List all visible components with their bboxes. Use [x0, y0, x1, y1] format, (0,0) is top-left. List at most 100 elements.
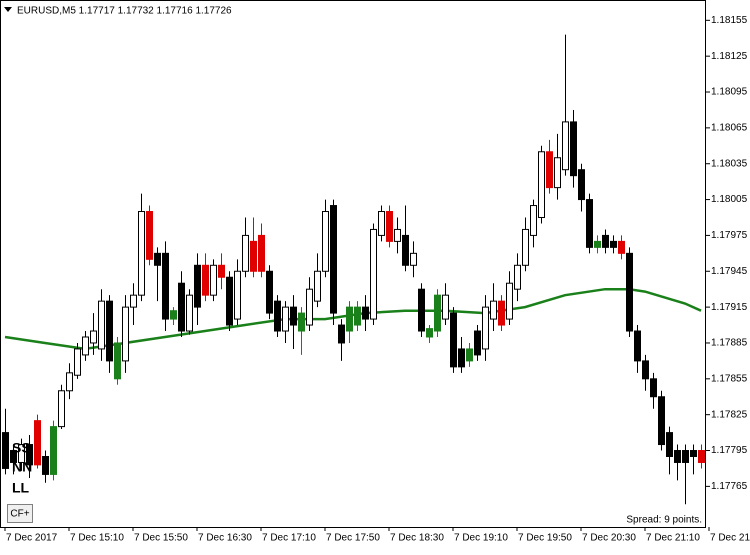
moving-average	[4, 287, 702, 351]
y-tick-label: 1.18155	[711, 15, 748, 26]
cf-button[interactable]: CF+	[7, 504, 33, 523]
candle-body	[90, 330, 97, 344]
candle-body	[202, 264, 209, 296]
candle-body	[298, 312, 305, 332]
candle-body	[10, 450, 17, 463]
candle-body	[514, 264, 521, 290]
x-tick-label: 7 Dec 16:30	[198, 533, 252, 544]
x-tick-label: 7 Dec 20:30	[582, 533, 636, 544]
x-tick-label: 7 Dec 15:10	[70, 533, 124, 544]
candle-body	[570, 121, 577, 177]
candle-body	[106, 300, 113, 362]
x-tick-label: 7 Dec 19:50	[518, 533, 572, 544]
candle-body	[490, 300, 497, 320]
x-tick-label: 7 Dec 15:50	[134, 533, 188, 544]
y-tick-label: 1.17765	[711, 481, 748, 492]
x-tick-label: 7 Dec 2017	[6, 533, 58, 544]
candle-body	[346, 306, 353, 332]
candle-body	[98, 300, 105, 350]
candle-body	[410, 252, 417, 266]
candle-body	[626, 252, 633, 332]
candle-body	[114, 342, 121, 380]
candle-body	[666, 432, 673, 457]
candle-body	[42, 455, 49, 475]
y-tick-label: 1.17915	[711, 302, 748, 313]
candle-body	[450, 312, 457, 368]
marker: NN	[12, 459, 32, 475]
spread: Spread: 9 points.	[626, 515, 702, 526]
candle-body	[18, 444, 25, 463]
x-tick-label: 7 Dec 21:10	[646, 533, 700, 544]
candle-body	[146, 211, 153, 260]
candle-body	[290, 306, 297, 326]
candle-body	[442, 294, 449, 320]
candle-body	[274, 300, 281, 332]
candle-body	[602, 234, 609, 248]
candle-body	[130, 294, 137, 308]
candle-body	[74, 348, 81, 376]
y-tick-label: 1.17855	[711, 373, 748, 384]
candle-body	[338, 324, 345, 344]
candle-body	[482, 306, 489, 350]
candle-body	[658, 396, 665, 446]
candle-body	[466, 348, 473, 362]
y-tick-label: 1.17945	[711, 266, 748, 277]
candle-body	[330, 205, 337, 314]
candle-body	[26, 444, 33, 466]
candle-body	[234, 270, 241, 320]
candle-body	[394, 228, 401, 242]
candle-body	[458, 348, 465, 368]
y-tick-label: 1.17825	[711, 409, 748, 420]
header: EURUSD,M5 1.17717 1.17732 1.17716 1.1772…	[17, 6, 232, 17]
menu-icon	[4, 7, 12, 12]
candle-body	[402, 234, 409, 266]
candle-body	[418, 288, 425, 332]
candle-body	[2, 432, 9, 469]
candle-body	[170, 310, 177, 320]
candle-body	[322, 211, 329, 272]
candle-body	[154, 252, 161, 266]
candle-body	[650, 378, 657, 398]
candle-body	[210, 264, 217, 296]
button-label[interactable]: CF+	[10, 509, 29, 520]
candle-body	[386, 211, 393, 242]
candle-body	[362, 306, 369, 320]
candle-body	[178, 282, 185, 332]
candle-body	[498, 300, 505, 326]
marker: LL	[12, 480, 30, 496]
candle-body	[426, 328, 433, 338]
candle-body	[522, 228, 529, 266]
candle-body	[258, 234, 265, 272]
candle-body	[314, 270, 321, 302]
x-tick-label: 7 Dec 21:5	[710, 533, 750, 544]
candle-body	[690, 450, 697, 457]
candle-body	[642, 360, 649, 380]
candle-body	[66, 372, 73, 392]
candle-body	[578, 169, 585, 201]
candle-body	[698, 450, 705, 463]
candle-body	[50, 426, 57, 475]
candle-body	[226, 276, 233, 326]
candle-body	[618, 240, 625, 254]
candle-body	[250, 240, 257, 272]
y-tick-label: 1.18065	[711, 123, 748, 134]
candle-body	[138, 211, 145, 296]
candle-body	[674, 450, 681, 463]
candle-body	[378, 211, 385, 236]
plot-area	[2, 34, 705, 505]
candle-body	[194, 264, 201, 308]
candle-body	[530, 205, 537, 236]
candle-body	[538, 151, 545, 218]
y-tick-label: 1.17885	[711, 338, 748, 349]
y-tick-label: 1.18005	[711, 194, 748, 205]
button-frame[interactable]	[7, 504, 33, 523]
candle-body	[218, 264, 225, 278]
y-tick-label: 1.17795	[711, 445, 748, 456]
candle-body	[434, 294, 441, 332]
candle-body	[474, 330, 481, 356]
candle-body	[242, 234, 249, 272]
marker: SS	[12, 440, 31, 456]
candle-body	[186, 294, 193, 332]
candle-body	[122, 306, 129, 362]
candle-body	[546, 151, 553, 189]
